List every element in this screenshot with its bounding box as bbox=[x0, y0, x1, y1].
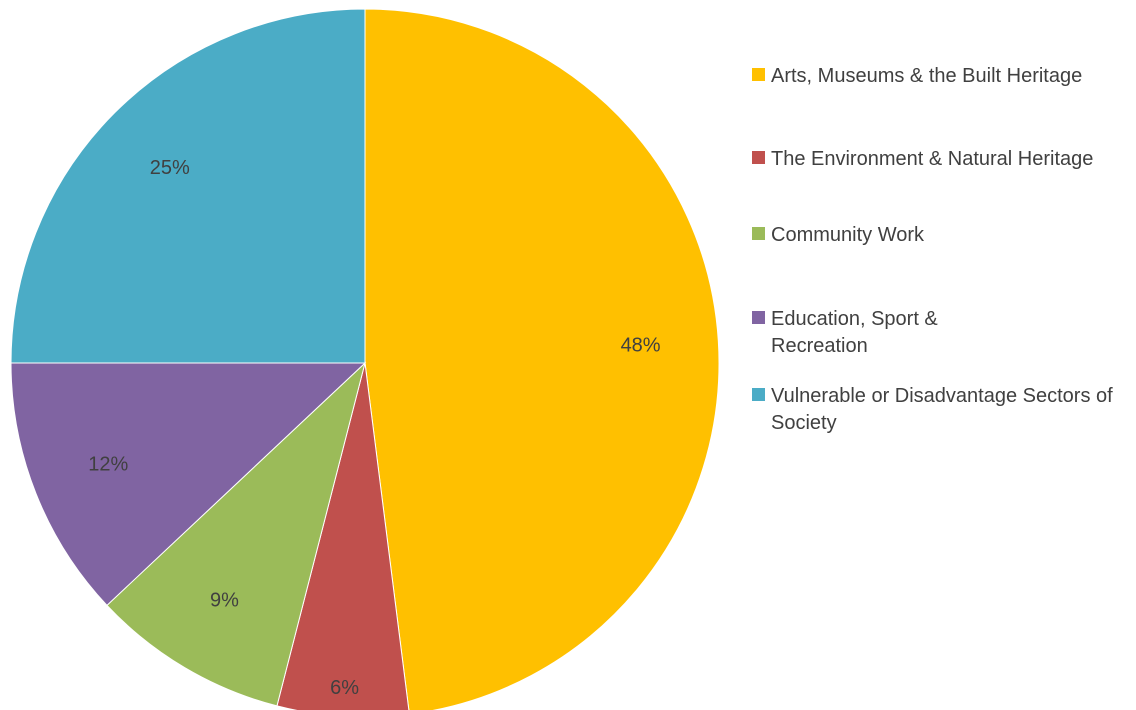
pie-slices bbox=[10, 8, 720, 710]
legend-label-arts: Arts, Museums & the Built Heritage bbox=[771, 65, 1083, 87]
legend-item-arts: Arts, Museums & the Built Heritage bbox=[752, 63, 1121, 90]
pie-slice-vulnerable bbox=[10, 8, 366, 364]
legend-label-vulnerable: Vulnerable or Disadvantage Sectors of So… bbox=[771, 385, 1113, 434]
legend-label-environment: The Environment & Natural Heritage bbox=[771, 148, 1094, 170]
data-label-education: 12% bbox=[88, 454, 128, 476]
legend-item-community: Community Work bbox=[752, 222, 1121, 249]
pie-slice-environment bbox=[276, 362, 410, 710]
legend-swatch-environment bbox=[752, 151, 765, 164]
legend-label-community: Community Work bbox=[771, 224, 924, 246]
legend-swatch-vulnerable bbox=[752, 388, 765, 401]
legend-swatch-education bbox=[752, 311, 765, 324]
legend-item-education: Education, Sport & Recreation bbox=[752, 306, 1001, 360]
legend-item-environment: The Environment & Natural Heritage bbox=[752, 146, 1101, 173]
legend-item-vulnerable: Vulnerable or Disadvantage Sectors of So… bbox=[752, 383, 1136, 437]
pie-chart: 48% 6% 9% 12% 25% bbox=[10, 8, 720, 710]
pie-data-labels: 48% 6% 9% 12% 25% bbox=[88, 157, 661, 699]
pie-slice-education bbox=[10, 362, 367, 607]
pie-slice-arts bbox=[364, 8, 720, 710]
legend-swatch-community bbox=[752, 227, 765, 240]
data-label-vulnerable: 25% bbox=[150, 157, 190, 179]
legend-swatch-arts bbox=[752, 68, 765, 81]
data-label-community: 9% bbox=[210, 590, 239, 612]
legend-label-education: Education, Sport & Recreation bbox=[771, 308, 938, 357]
data-label-environment: 6% bbox=[330, 677, 359, 699]
pie-slice-community bbox=[106, 361, 366, 707]
data-label-arts: 48% bbox=[621, 335, 661, 357]
